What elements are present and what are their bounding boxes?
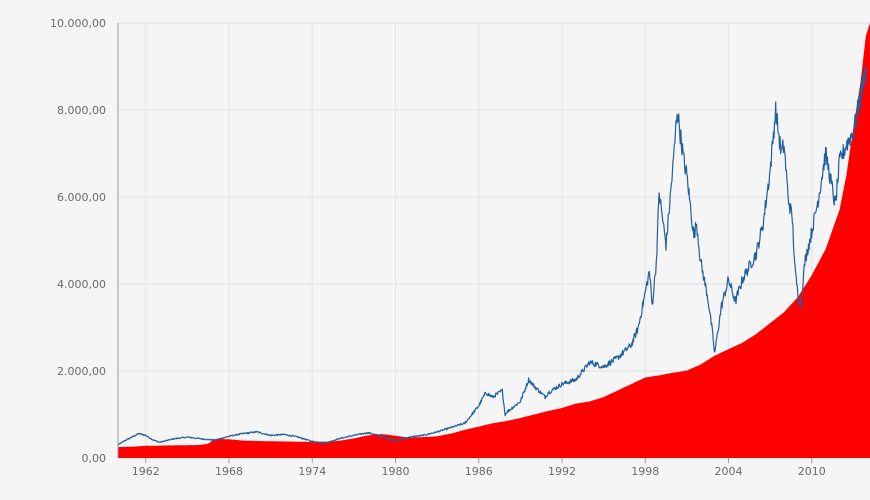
x-tick-label-6: 1998	[631, 465, 659, 478]
x-tick-label-2: 1974	[298, 465, 326, 478]
y-tick-label-0: 0,00	[82, 452, 107, 465]
x-tick-label-1: 1968	[215, 465, 243, 478]
area-series-0	[118, 23, 870, 458]
x-tick-label-3: 1980	[381, 465, 409, 478]
line-layer	[117, 66, 867, 446]
x-tick-label-8: 2010	[798, 465, 826, 478]
grid	[118, 22, 870, 459]
y-tick-label-2: 4.000,00	[57, 278, 106, 291]
x-tick-label-0: 1962	[132, 465, 160, 478]
line-series-1	[117, 66, 867, 446]
y-tick-label-3: 6.000,00	[57, 191, 106, 204]
x-tick-label-4: 1986	[465, 465, 493, 478]
x-axis: 1962 1968 1974 1980 1986 1992 1998 2004 2010	[132, 458, 826, 478]
y-tick-label-4: 8.000,00	[57, 104, 106, 117]
x-tick-label-5: 1992	[548, 465, 576, 478]
y-axis: 0,00 2.000,00 4.000,00 6.000,00 8.000,00 10.0…	[50, 17, 106, 465]
area-layer	[118, 23, 870, 458]
y-tick-label-5: 10.000,00	[50, 17, 106, 30]
x-tick-label-7: 2004	[714, 465, 742, 478]
y-tick-label-1: 2.000,00	[57, 365, 106, 378]
